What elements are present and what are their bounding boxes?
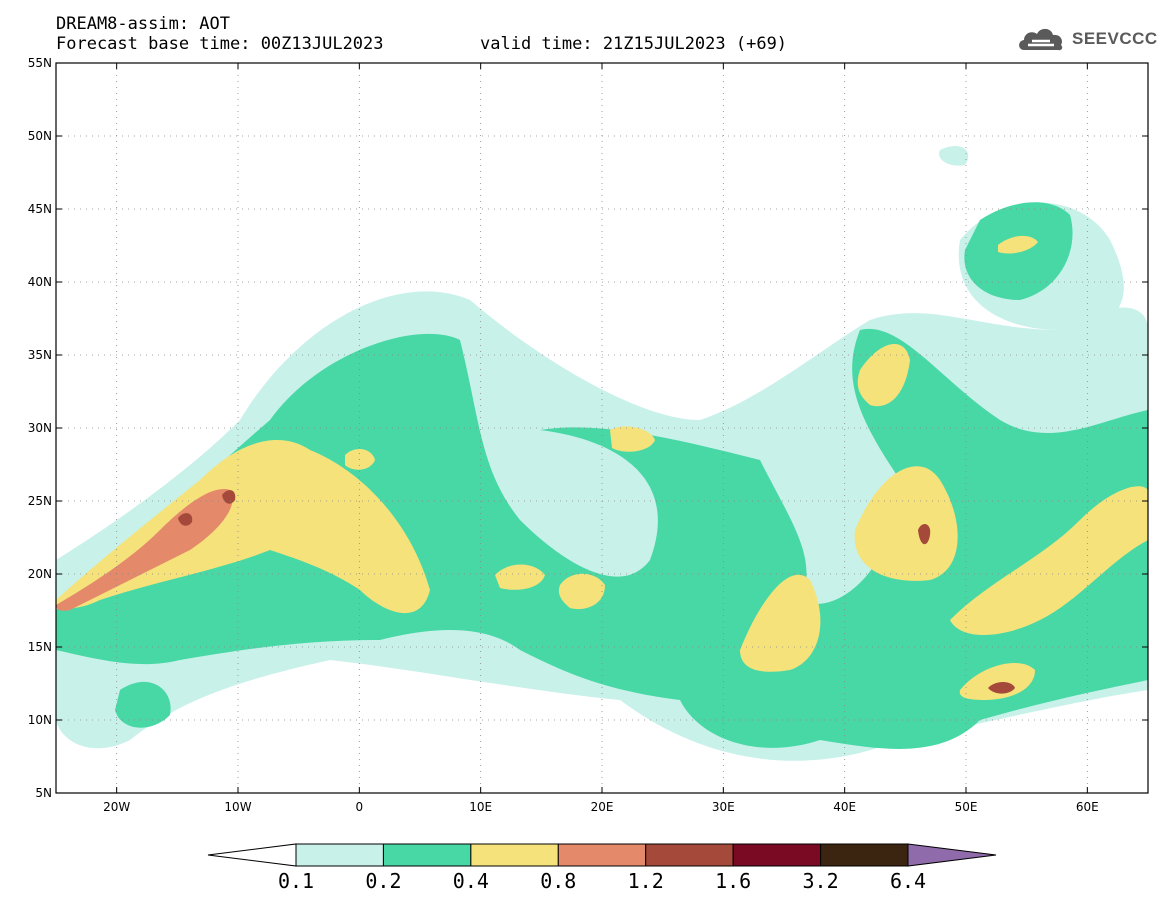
lat-tick-label: 40N xyxy=(28,275,52,289)
lat-tick-label: 5N xyxy=(35,786,52,800)
colorbar-segment xyxy=(820,843,909,867)
lat-tick-label: 50N xyxy=(28,129,52,143)
colorbar-label: 0.1 xyxy=(278,869,314,893)
aot-band-1-2 xyxy=(988,682,1015,694)
seevccc-logo: SEEVCCC xyxy=(1016,24,1158,54)
lon-tick-label: 60E xyxy=(1076,800,1099,814)
colorbar-label: 0.4 xyxy=(453,869,489,893)
lat-tick-label: 20N xyxy=(28,567,52,581)
lat-tick-label: 45N xyxy=(28,202,52,216)
colorbar-segment xyxy=(732,843,822,867)
aot-band-1-2 xyxy=(222,490,236,504)
aot-band-0-4 xyxy=(740,574,821,672)
lat-tick-label: 10N xyxy=(28,713,52,727)
lon-tick-label: 50E xyxy=(955,800,978,814)
map-title: DREAM8-assim: AOT xyxy=(56,14,230,34)
forecast-base-time: Forecast base time: 00Z13JUL2023 xyxy=(56,34,384,54)
colorbar-segment xyxy=(470,843,559,867)
lon-tick-label: 20E xyxy=(591,800,614,814)
colorbar-label: 1.6 xyxy=(715,869,751,893)
colorbar: 0.1 0.2 0.4 0.8 1.2 1.6 3.2 6.4 xyxy=(207,843,997,893)
aot-field xyxy=(56,145,1148,761)
lat-tick-label: 15N xyxy=(28,640,52,654)
colorbar-segment xyxy=(295,843,384,867)
lat-tick-label: 55N xyxy=(28,56,52,70)
lon-tick-label: 0 xyxy=(356,800,364,814)
colorbar-label: 0.2 xyxy=(365,869,401,893)
lat-tick-label: 25N xyxy=(28,494,52,508)
aot-band-0-4 xyxy=(558,573,605,610)
lat-tick-label: 35N xyxy=(28,348,52,362)
lon-tick-label: 10E xyxy=(469,800,492,814)
aot-band-0-4 xyxy=(857,343,910,407)
aot-band-0-4 xyxy=(495,564,545,590)
colorbar-label: 0.8 xyxy=(540,869,576,893)
lon-tick-label: 40E xyxy=(833,800,856,814)
lon-tick-label: 30E xyxy=(712,800,735,814)
aot-band-0-2 xyxy=(115,681,171,728)
colorbar-high-arrow xyxy=(907,843,997,867)
aot-band-0-1 xyxy=(939,145,969,166)
colorbar-label: 3.2 xyxy=(803,869,839,893)
colorbar-label: 6.4 xyxy=(890,869,926,893)
aot-band-0-4 xyxy=(345,448,375,470)
colorbar-segment xyxy=(645,843,734,867)
aot-band-1-2 xyxy=(178,513,193,526)
aot-band-0-4 xyxy=(959,662,1035,700)
logo-text: SEEVCCC xyxy=(1072,29,1158,48)
aot-band-1-2 xyxy=(918,523,931,545)
aot-band-0-4 xyxy=(950,486,1148,635)
lat-tick-label: 30N xyxy=(28,421,52,435)
graticule xyxy=(56,63,1148,793)
axis-ticks: 55N 50N 45N 40N 35N 30N 25N 20N 15N 10N 5N 20W 10W 0 1… xyxy=(28,56,1148,814)
colorbar-segment xyxy=(382,843,472,867)
aot-band-0-4 xyxy=(998,235,1038,254)
colorbar-segment xyxy=(557,843,647,867)
colorbar-low-arrow xyxy=(207,843,297,867)
aot-band-0-2 xyxy=(56,328,1148,749)
cloud-icon xyxy=(1019,28,1063,51)
valid-time: valid time: 21Z15JUL2023 (+69) xyxy=(480,34,788,54)
aot-band-0-4 xyxy=(610,426,655,452)
aot-band-0-4 xyxy=(854,466,958,581)
colorbar-label: 1.2 xyxy=(628,869,664,893)
lon-tick-label: 10W xyxy=(224,800,251,814)
lon-tick-label: 20W xyxy=(103,800,130,814)
